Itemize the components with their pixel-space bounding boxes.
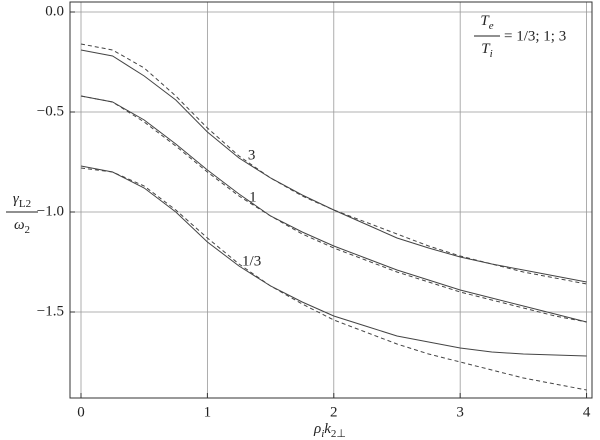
solid-line xyxy=(80,165,587,357)
y-label-sub: L2 xyxy=(19,198,31,210)
plot-frame xyxy=(69,1,593,399)
y-label-sym: γ xyxy=(13,191,20,207)
solid-line xyxy=(80,95,587,323)
annotation-den: Ti xyxy=(481,41,492,59)
annotation-text: = 1/3; 1; 3 xyxy=(504,28,566,44)
annotation-sym: T xyxy=(480,13,490,29)
x-label-sym: k xyxy=(324,421,331,437)
y-tick-label: 0.0 xyxy=(45,3,64,19)
annotation-num: Te xyxy=(480,13,493,31)
annotation-sub: i xyxy=(490,48,493,60)
curve-label: 3 xyxy=(248,147,256,163)
annotation-sym: T xyxy=(481,41,491,57)
y-label-den: ω2 xyxy=(14,217,30,235)
x-tick-label: 1 xyxy=(204,404,212,420)
curve-label: 1/3 xyxy=(242,253,261,269)
y-label-sym: ω xyxy=(14,217,25,233)
y-tick-label: −0.5 xyxy=(37,103,64,119)
y-label-num: γL2 xyxy=(13,191,31,209)
x-tick-label: 2 xyxy=(330,404,338,420)
x-label: ρik2⊥ xyxy=(313,421,346,439)
x-tick-label: 0 xyxy=(77,404,85,420)
x-label-sub: 2⊥ xyxy=(331,428,346,440)
x-label-sym: ρ xyxy=(313,421,321,437)
y-tick-label: −1.5 xyxy=(37,303,64,319)
solid-line xyxy=(80,49,587,283)
x-tick-label: 4 xyxy=(583,404,591,420)
dashed-line xyxy=(80,43,587,285)
annotation-sub: e xyxy=(489,20,494,32)
x-label-sub: i xyxy=(321,428,324,440)
x-tick-label: 3 xyxy=(456,404,464,420)
dashed-line xyxy=(80,167,587,391)
y-tick-label: −1.0 xyxy=(37,203,64,219)
curve-label: 1 xyxy=(249,189,257,205)
y-label-sub: 2 xyxy=(25,224,31,236)
